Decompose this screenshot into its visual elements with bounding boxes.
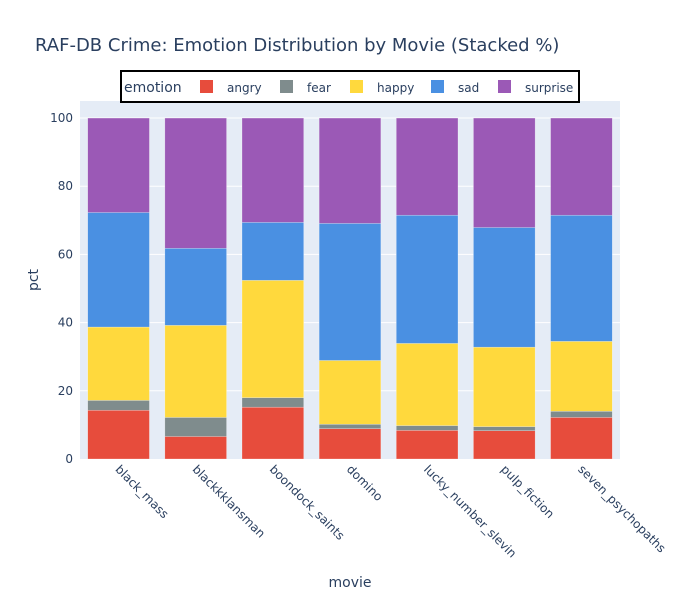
bar-sad-boondock_saints[interactable] [241,222,304,281]
bar-happy-domino[interactable] [318,360,382,425]
y-axis-title: pct [26,268,42,291]
x-tick-label: seven_psychopaths [575,462,668,555]
x-axis-title: movie [329,575,372,591]
legend-label-happy[interactable]: happy [377,81,414,95]
bar-sad-pulp_fiction[interactable] [473,227,536,348]
bar-happy-seven_psychopaths[interactable] [550,341,613,412]
bar-angry-lucky_number_slevin[interactable] [396,430,459,460]
x-tick-label: pulp_fiction [498,462,557,521]
legend-label-sad[interactable]: sad [458,81,479,95]
legend-label-fear[interactable]: fear [307,81,331,95]
bar-fear-blackkklansman[interactable] [164,417,227,437]
bar-angry-blackkklansman[interactable] [164,436,227,460]
bar-happy-pulp_fiction[interactable] [473,346,536,427]
x-tick-label: boondock_saints [267,462,348,543]
bar-fear-pulp_fiction[interactable] [473,426,536,431]
bar-fear-lucky_number_slevin[interactable] [396,425,459,431]
legend: emotion angry fear happy sad surprise [120,70,580,103]
x-tick-label: blackkklansman [190,462,268,540]
bar-happy-blackkklansman[interactable] [164,325,227,418]
bar-surprise-pulp_fiction[interactable] [473,117,536,228]
bar-sad-lucky_number_slevin[interactable] [396,214,459,344]
bar-happy-black_mass[interactable] [87,326,150,401]
bar-angry-domino[interactable] [318,428,382,460]
bar-happy-boondock_saints[interactable] [241,280,304,398]
chart-title: RAF-DB Crime: Emotion Distribution by Mo… [35,35,559,56]
bar-fear-seven_psychopaths[interactable] [550,411,613,418]
bar-angry-boondock_saints[interactable] [241,406,304,460]
y-tick-label: 20 [58,384,73,398]
bar-surprise-black_mass[interactable] [87,117,150,213]
bar-angry-pulp_fiction[interactable] [473,430,536,460]
bar-fear-domino[interactable] [318,423,382,429]
y-tick-label: 40 [58,316,73,330]
y-tick-label: 100 [50,111,73,125]
bar-surprise-boondock_saints[interactable] [241,117,304,223]
bar-happy-lucky_number_slevin[interactable] [396,343,459,426]
x-tick-label: black_mass [112,462,171,521]
legend-label-surprise[interactable]: surprise [525,81,573,95]
bar-surprise-lucky_number_slevin[interactable] [396,117,459,216]
bar-sad-blackkklansman[interactable] [164,248,227,326]
y-tick-label: 80 [58,179,73,193]
bar-surprise-seven_psychopaths[interactable] [550,117,613,216]
y-tick-label: 0 [65,452,73,466]
legend-swatch-fear[interactable] [280,80,293,93]
legend-label-angry[interactable]: angry [227,81,262,95]
legend-title: emotion [124,80,182,96]
legend-swatch-sad[interactable] [431,80,444,93]
legend-swatch-angry[interactable] [200,80,213,93]
legend-swatch-happy[interactable] [350,80,363,93]
legend-swatch-surprise[interactable] [498,80,511,93]
bar-sad-seven_psychopaths[interactable] [550,214,613,342]
bar-angry-seven_psychopaths[interactable] [550,417,613,460]
bar-fear-black_mass[interactable] [87,400,150,411]
bar-surprise-domino[interactable] [318,117,382,224]
bar-surprise-blackkklansman[interactable] [164,117,227,249]
bar-sad-black_mass[interactable] [87,212,150,328]
bar-angry-black_mass[interactable] [87,409,150,460]
y-tick-label: 60 [58,247,73,261]
bar-fear-boondock_saints[interactable] [241,397,304,408]
x-tick-label: domino [344,462,386,504]
bar-sad-domino[interactable] [318,223,382,361]
